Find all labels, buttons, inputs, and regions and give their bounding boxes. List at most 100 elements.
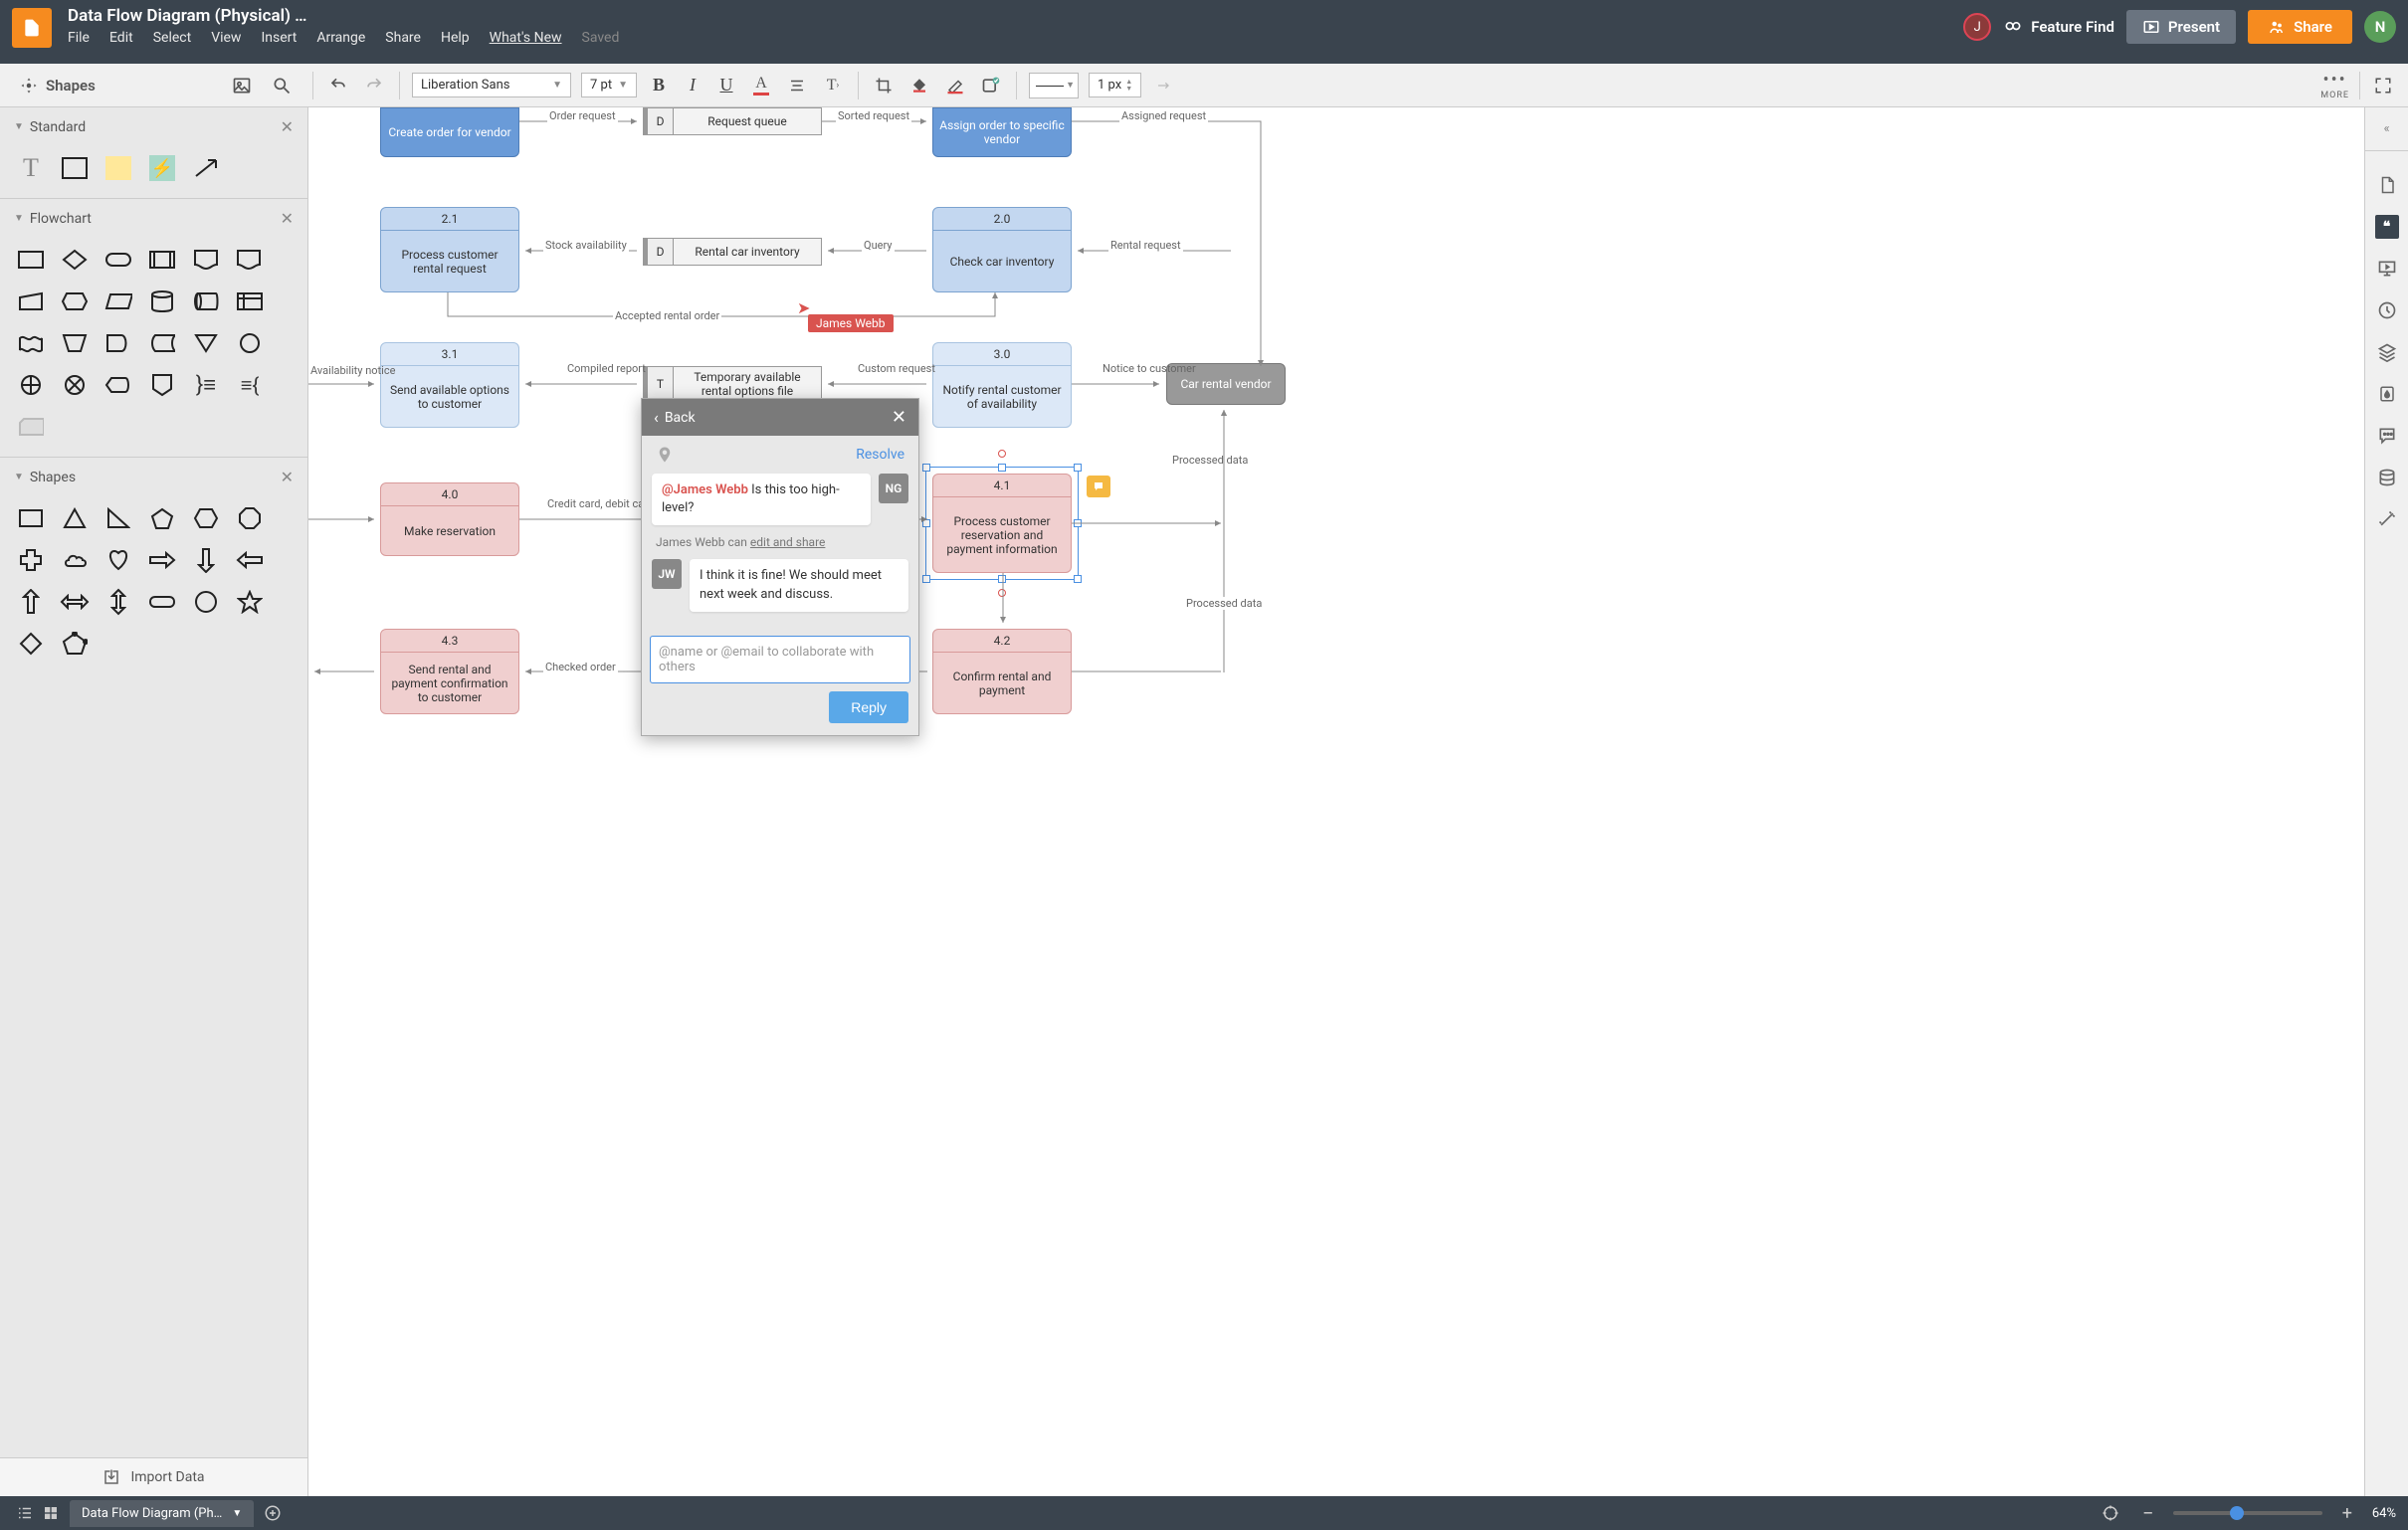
fc-merge[interactable] [191, 329, 221, 357]
sh-hexagon[interactable] [191, 504, 221, 532]
sh-rounded[interactable] [147, 588, 177, 616]
align-icon[interactable] [784, 73, 810, 98]
bold-button[interactable]: B [647, 75, 671, 96]
doc-title[interactable]: Data Flow Diagram (Physical) … [68, 6, 619, 26]
fc-card[interactable] [16, 413, 46, 441]
zoom-out-icon[interactable]: − [2135, 1500, 2161, 1526]
present-button[interactable]: Present [2126, 10, 2236, 44]
fc-internal[interactable] [235, 287, 265, 315]
search-icon[interactable] [269, 73, 295, 98]
fc-manualinput[interactable] [16, 287, 46, 315]
fc-decision[interactable] [60, 246, 90, 274]
collaborator-avatar-j[interactable]: J [1963, 13, 1991, 41]
fc-bracket2[interactable]: ≡{ [235, 371, 265, 399]
sh-polygon[interactable] [60, 630, 90, 658]
node-21[interactable]: 2.1 Process customer rental request [380, 207, 519, 292]
fc-connector[interactable] [235, 329, 265, 357]
doc-icon[interactable] [12, 8, 52, 48]
grid-icon[interactable] [38, 1500, 64, 1526]
datastore-temp[interactable]: T Temporary available rental options fil… [643, 366, 822, 402]
menu-help[interactable]: Help [441, 30, 470, 46]
line-width-select[interactable]: 1 px▲▼ [1089, 73, 1141, 97]
share-button[interactable]: Share [2248, 10, 2352, 44]
sh-cloud[interactable] [60, 546, 90, 574]
node-40[interactable]: 4.0 Make reservation [380, 482, 519, 556]
user-avatar-n[interactable]: N [2364, 11, 2396, 43]
fc-bracket1[interactable]: }≡ [191, 371, 221, 399]
node-20[interactable]: 2.0 Check car inventory [932, 207, 1072, 292]
text-options-icon[interactable]: T› [820, 73, 846, 98]
menu-insert[interactable]: Insert [261, 30, 297, 46]
reply-button[interactable]: Reply [829, 691, 908, 723]
fc-papertape[interactable] [16, 329, 46, 357]
bolt-shape[interactable]: ⚡ [147, 154, 177, 182]
resolve-button[interactable]: Resolve [856, 447, 904, 463]
italic-button[interactable]: I [681, 75, 704, 96]
feature-find-button[interactable]: Feature Find [2003, 17, 2114, 37]
history-icon[interactable] [2375, 298, 2399, 322]
sh-diamond[interactable] [16, 630, 46, 658]
import-data-button[interactable]: Import Data [0, 1457, 307, 1496]
fc-data[interactable] [103, 287, 133, 315]
close-icon[interactable]: ✕ [892, 407, 906, 428]
node-31[interactable]: 3.1 Send available options to customer [380, 342, 519, 428]
zoom-slider[interactable] [2173, 1511, 2322, 1515]
menu-arrange[interactable]: Arrange [316, 30, 365, 46]
node-create-order[interactable]: Create order for vendor [380, 107, 519, 157]
sh-heart[interactable] [103, 546, 133, 574]
expand-panel-icon[interactable]: « [2365, 107, 2408, 151]
menu-share[interactable]: Share [385, 30, 421, 46]
node-30[interactable]: 3.0 Notify rental customer of availabili… [932, 342, 1072, 428]
fc-preparation[interactable] [60, 287, 90, 315]
underline-button[interactable]: U [714, 75, 738, 96]
shapes-panel-label[interactable]: Shapes [20, 77, 96, 95]
section-flowchart[interactable]: ▼Flowchart✕ [0, 199, 307, 238]
fc-display[interactable] [103, 371, 133, 399]
fc-sum[interactable] [60, 371, 90, 399]
fc-database[interactable] [147, 287, 177, 315]
node-43[interactable]: 4.3 Send rental and payment confirmation… [380, 629, 519, 714]
menu-view[interactable]: View [211, 30, 241, 46]
sh-udarrow[interactable] [103, 588, 133, 616]
fc-directdata[interactable] [191, 287, 221, 315]
more-button[interactable]: ••• MORE [2320, 70, 2349, 100]
fc-multidoc[interactable] [235, 246, 265, 274]
section-shapes[interactable]: ▼Shapes✕ [0, 458, 307, 496]
redo-icon[interactable] [361, 73, 387, 98]
sh-lrarrow[interactable] [60, 588, 90, 616]
datastore-request-queue[interactable]: D Request queue [643, 107, 822, 135]
back-button[interactable]: ‹Back [654, 408, 696, 427]
menu-select[interactable]: Select [153, 30, 191, 46]
close-icon[interactable]: ✕ [281, 209, 294, 228]
sh-circle[interactable] [191, 588, 221, 616]
fc-offpage[interactable] [147, 371, 177, 399]
presentation-icon[interactable] [2375, 257, 2399, 281]
edit-share-link[interactable]: edit and share [750, 535, 826, 549]
sh-star[interactable] [235, 588, 265, 616]
comment-badge-icon[interactable] [1087, 476, 1110, 497]
sh-darrow[interactable] [191, 546, 221, 574]
target-icon[interactable] [2098, 1500, 2123, 1526]
line-style-select[interactable]: ▼ [1029, 73, 1079, 98]
text-shape[interactable]: T [16, 154, 46, 182]
node-42[interactable]: 4.2 Confirm rental and payment [932, 629, 1072, 714]
close-icon[interactable]: ✕ [281, 117, 294, 136]
fc-document[interactable] [191, 246, 221, 274]
sh-octagon[interactable] [235, 504, 265, 532]
fc-delay[interactable] [103, 329, 133, 357]
fc-manualop[interactable] [60, 329, 90, 357]
page-tab[interactable]: Data Flow Diagram (Ph…▼ [70, 1500, 254, 1527]
font-select[interactable]: Liberation Sans▼ [412, 73, 571, 97]
menu-edit[interactable]: Edit [109, 30, 133, 46]
layers-icon[interactable] [2375, 340, 2399, 364]
close-icon[interactable]: ✕ [281, 468, 294, 486]
border-color-icon[interactable] [942, 73, 968, 98]
arrow-shape[interactable] [191, 154, 221, 182]
quote-icon[interactable]: ❝ [2375, 215, 2399, 239]
fc-terminator[interactable] [103, 246, 133, 274]
comment-input[interactable]: @name or @email to collaborate with othe… [650, 636, 910, 683]
fontsize-select[interactable]: 7 pt▼ [581, 73, 637, 97]
fc-predefined[interactable] [147, 246, 177, 274]
fill-icon[interactable] [906, 73, 932, 98]
menu-whatsnew[interactable]: What's New [490, 30, 562, 46]
